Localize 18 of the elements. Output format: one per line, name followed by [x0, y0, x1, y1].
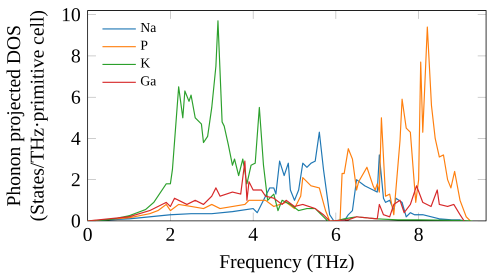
legend-label: P	[140, 40, 148, 50]
legend-label: K	[140, 58, 150, 68]
legend-label: Ga	[140, 76, 156, 86]
x-tick-label: 0	[83, 228, 92, 242]
y-tick-label: 4	[71, 132, 80, 145]
x-tick-label: 8	[414, 228, 423, 242]
legend-label: Na	[140, 23, 156, 32]
y-tick-label: 2	[72, 173, 80, 186]
x-tick-label: 4	[248, 228, 258, 241]
x-tick-label: 6	[332, 228, 340, 242]
x-axis-title: Frequency (THz)	[220, 254, 354, 272]
x-tick-label: 2	[166, 228, 174, 241]
y-axis-title: Phonon projected DOS (States/THz·primitive cell)	[6, 11, 48, 221]
line-series	[88, 160, 465, 222]
y-tick-label: 0	[72, 214, 80, 228]
y-tick-label: 8	[72, 49, 80, 63]
y-tick-label: 6	[72, 90, 80, 104]
y-tick-label: 10	[62, 8, 80, 22]
